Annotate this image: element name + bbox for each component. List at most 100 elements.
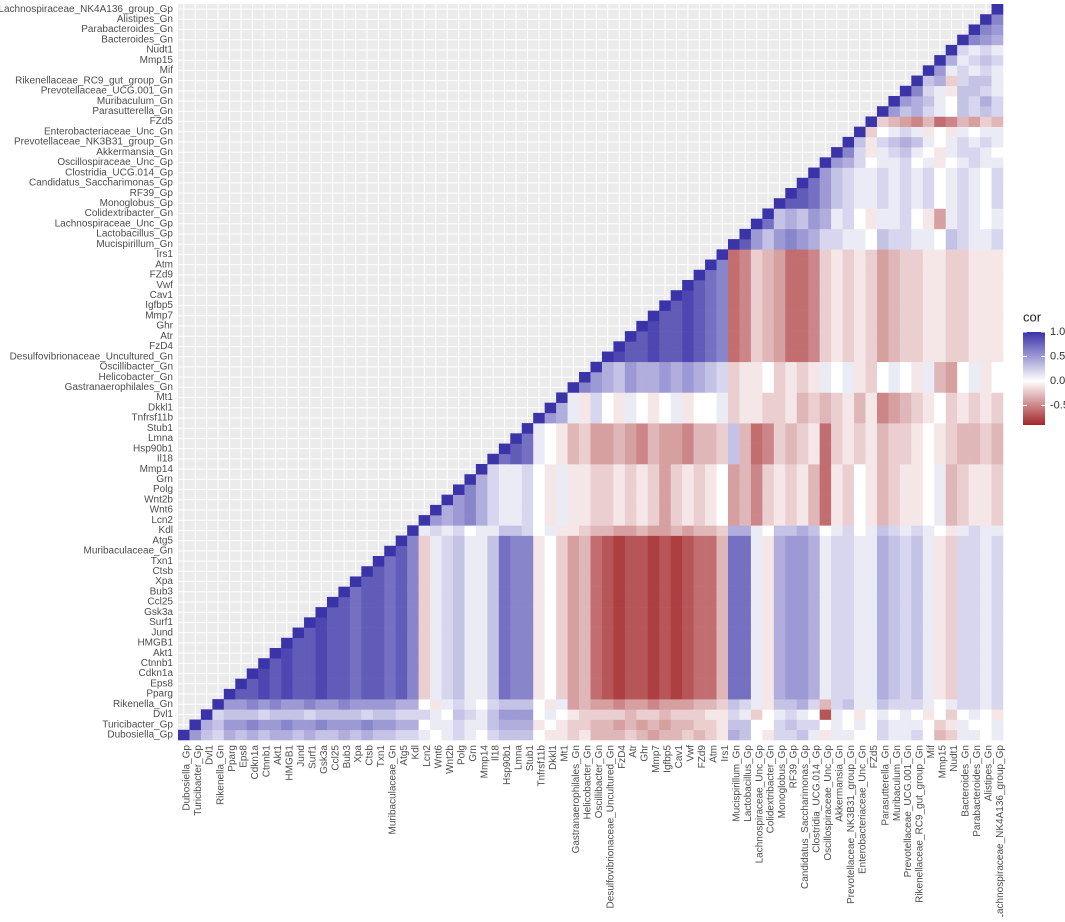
- heatmap-cell: [808, 627, 820, 639]
- heatmap-cell: [613, 668, 626, 679]
- heatmap-cell: [922, 453, 935, 465]
- heatmap-cell: [338, 637, 351, 649]
- heatmap-cell: [911, 249, 924, 260]
- heatmap-cell: [326, 668, 339, 679]
- heatmap-cell: [636, 331, 649, 342]
- heatmap-cell: [762, 280, 775, 291]
- heatmap-cell: [418, 576, 431, 587]
- heatmap-cell: [739, 464, 752, 475]
- heatmap-cell: [945, 515, 958, 526]
- heatmap-cell: [521, 617, 534, 628]
- heatmap-cell: [659, 576, 672, 587]
- heatmap-cell: [991, 34, 1004, 46]
- heatmap-cell: [636, 474, 649, 485]
- heatmap-cell: [842, 341, 855, 352]
- heatmap-cell: [980, 433, 992, 444]
- y-tick-label: Il18: [157, 454, 174, 465]
- heatmap-cell: [281, 688, 293, 700]
- heatmap-cell: [739, 269, 752, 281]
- heatmap-cell: [888, 699, 901, 710]
- heatmap-cell: [475, 699, 488, 710]
- heatmap-cell: [831, 280, 843, 291]
- heatmap-cell: [521, 433, 534, 444]
- heatmap-cell: [304, 699, 316, 710]
- heatmap-cell: [911, 280, 924, 291]
- y-tick-label: Enterobacteriaceae_Unc_Gn: [44, 126, 173, 137]
- heatmap-cell: [796, 515, 809, 526]
- heatmap-cell: [647, 556, 660, 567]
- heatmap-cell: [831, 719, 843, 731]
- heatmap-cell: [865, 402, 878, 414]
- heatmap-cell: [750, 290, 763, 301]
- heatmap-cell: [922, 351, 935, 363]
- heatmap-cell: [945, 668, 958, 679]
- heatmap-cell: [888, 96, 901, 107]
- heatmap-cell: [899, 556, 912, 567]
- x-tick-label: RF39_Gp: [789, 745, 800, 789]
- heatmap-cell: [739, 494, 752, 506]
- heatmap-cell: [315, 658, 328, 669]
- heatmap-cell: [304, 648, 316, 659]
- heatmap-cell: [968, 699, 981, 710]
- heatmap-cell: [808, 464, 820, 475]
- colorbar-tick-label: 0.5: [1050, 350, 1065, 362]
- heatmap-cell: [945, 126, 958, 138]
- heatmap-cell: [842, 208, 855, 219]
- heatmap-cell: [934, 535, 947, 547]
- heatmap-cell: [819, 607, 832, 618]
- heatmap-cell: [407, 607, 419, 618]
- y-tick-label: Gastranaerophilales_Gn: [65, 382, 173, 393]
- heatmap-cell: [750, 423, 763, 434]
- heatmap-cell: [957, 300, 969, 311]
- heatmap-cell: [899, 515, 912, 526]
- y-tick-label: Bub3: [150, 586, 174, 597]
- heatmap-cell: [831, 361, 843, 373]
- heatmap-cell: [854, 198, 866, 209]
- heatmap-cell: [590, 412, 603, 424]
- heatmap-cell: [728, 658, 740, 669]
- heatmap-cell: [796, 443, 809, 455]
- heatmap-cell: [739, 658, 752, 669]
- heatmap-cell: [773, 586, 786, 598]
- heatmap-cell: [808, 586, 820, 598]
- heatmap-cell: [991, 269, 1004, 281]
- heatmap-cell: [498, 504, 511, 516]
- heatmap-cell: [670, 596, 683, 608]
- heatmap-cell: [865, 351, 878, 363]
- heatmap-cell: [876, 729, 889, 741]
- heatmap-cell: [819, 259, 832, 271]
- heatmap-cell: [464, 515, 477, 526]
- heatmap-cell: [407, 576, 419, 587]
- heatmap-cell: [899, 300, 912, 311]
- heatmap-cell: [521, 443, 534, 455]
- heatmap-cell: [544, 494, 557, 506]
- heatmap-cell: [911, 566, 924, 577]
- heatmap-cell: [899, 658, 912, 669]
- heatmap-cell: [785, 361, 798, 373]
- heatmap-cell: [544, 719, 557, 731]
- heatmap-cell: [705, 719, 717, 731]
- heatmap-cell: [693, 464, 706, 475]
- heatmap-cell: [945, 688, 958, 700]
- heatmap-cell: [739, 699, 752, 710]
- heatmap-cell: [441, 709, 454, 720]
- heatmap-cell: [292, 637, 305, 649]
- heatmap-cell: [338, 586, 351, 598]
- heatmap-cell: [487, 658, 500, 669]
- heatmap-cell: [991, 208, 1004, 219]
- heatmap-cell: [773, 310, 786, 322]
- heatmap-cell: [854, 269, 866, 281]
- heatmap-cell: [945, 269, 958, 281]
- heatmap-cell: [819, 412, 832, 424]
- heatmap-cell: [922, 464, 935, 475]
- heatmap-cell: [659, 525, 672, 536]
- heatmap-cell: [957, 576, 969, 587]
- heatmap-cell: [957, 545, 969, 557]
- heatmap-cell: [808, 566, 820, 577]
- heatmap-cell: [842, 576, 855, 587]
- heatmap-cell: [269, 719, 282, 731]
- heatmap-cell: [980, 617, 992, 628]
- heatmap-cell: [785, 341, 798, 352]
- heatmap-cell: [670, 361, 683, 373]
